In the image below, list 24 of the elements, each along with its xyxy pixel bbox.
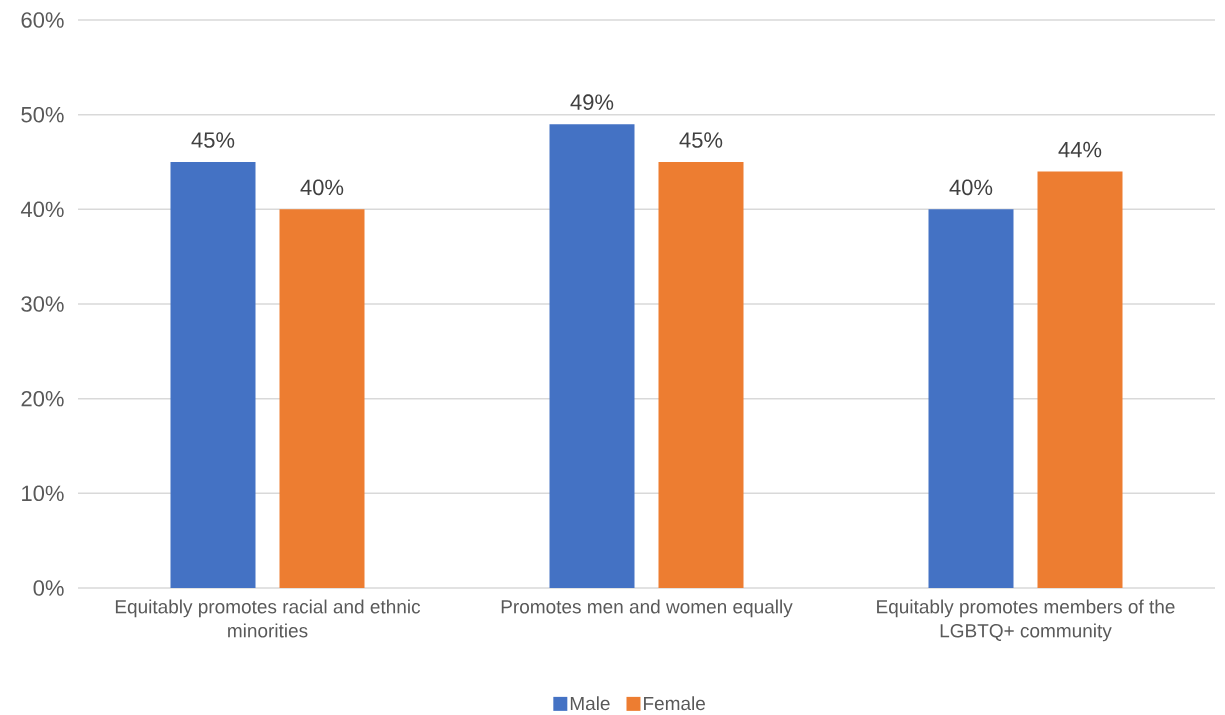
bar xyxy=(1037,171,1123,588)
legend-label: Male xyxy=(570,696,610,711)
bar xyxy=(279,209,365,588)
data-label: 49% xyxy=(570,94,614,110)
y-tick-label: 50% xyxy=(21,106,64,123)
y-tick-label: 20% xyxy=(21,390,64,407)
data-label: 45% xyxy=(191,132,235,148)
y-tick-label: 30% xyxy=(21,296,64,312)
data-label: 45% xyxy=(679,132,723,148)
data-label: 40% xyxy=(300,179,344,196)
x-tick-label: Promotes men and women equally xyxy=(501,599,793,618)
bar xyxy=(549,124,635,588)
y-tick-label: 60% xyxy=(21,12,64,28)
bar xyxy=(658,162,744,588)
data-label: 40% xyxy=(949,179,993,196)
data-label: 44% xyxy=(1058,141,1102,158)
y-tick-label: 40% xyxy=(20,201,64,218)
y-tick-label: 10% xyxy=(22,485,64,502)
bar xyxy=(170,162,256,588)
y-tick-label: 0% xyxy=(33,580,64,596)
bar xyxy=(928,209,1014,588)
x-tick-label: Equitably promotes racial and ethnic minorities xyxy=(115,599,421,638)
legend-label: Female xyxy=(644,696,705,711)
x-tick-label: Equitably promotes members of the LGBTQ+ community xyxy=(877,599,1175,642)
